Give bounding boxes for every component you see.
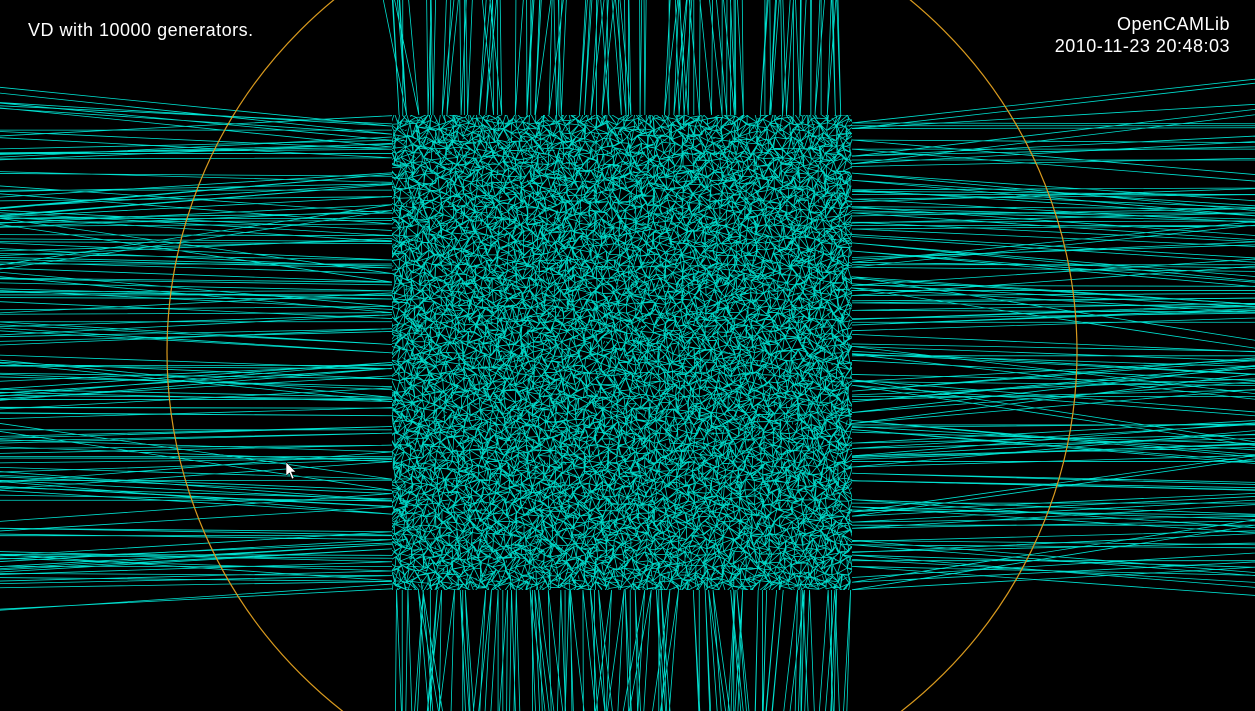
voronoi-viewport [0,0,1255,711]
voronoi-svg [0,0,1255,711]
timestamp-label: 2010-11-23 20:48:03 [1055,36,1230,57]
title-label: VD with 10000 generators. [28,20,254,41]
app-name-label: OpenCAMLib [1117,14,1230,35]
